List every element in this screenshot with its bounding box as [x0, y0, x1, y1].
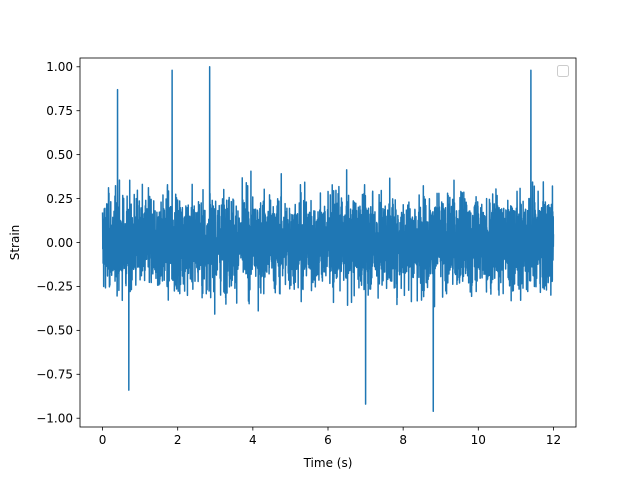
- y-tick-label: 0.75: [46, 104, 73, 118]
- x-tick-label: 6: [324, 433, 332, 447]
- x-tick-label: 8: [399, 433, 407, 447]
- y-tick-label: −0.50: [36, 324, 73, 338]
- y-tick-label: 0.50: [46, 148, 73, 162]
- strain-series-line: [101, 66, 555, 412]
- x-tick-label: 0: [99, 433, 107, 447]
- y-tick-label: 0.00: [46, 236, 73, 250]
- x-tick-label: 10: [471, 433, 486, 447]
- legend-box: [557, 65, 569, 77]
- x-axis: 0 2 4 6 8 10 12: [99, 427, 561, 447]
- y-tick-label: 1.00: [46, 60, 73, 74]
- y-axis: −1.00 −0.75 −0.50 −0.25 0.00 0.25 0.50 0.75 1.00: [36, 60, 80, 426]
- x-tick-label: 12: [546, 433, 561, 447]
- x-tick-label: 2: [174, 433, 182, 447]
- y-tick-label: 0.25: [46, 192, 73, 206]
- x-axis-label: Time (s): [303, 456, 353, 470]
- y-tick-label: −0.75: [36, 368, 73, 382]
- x-tick-label: 4: [249, 433, 257, 447]
- series-layer: [101, 66, 555, 412]
- y-tick-label: −1.00: [36, 412, 73, 426]
- y-tick-label: −0.25: [36, 280, 73, 294]
- y-axis-label: Strain: [8, 225, 22, 261]
